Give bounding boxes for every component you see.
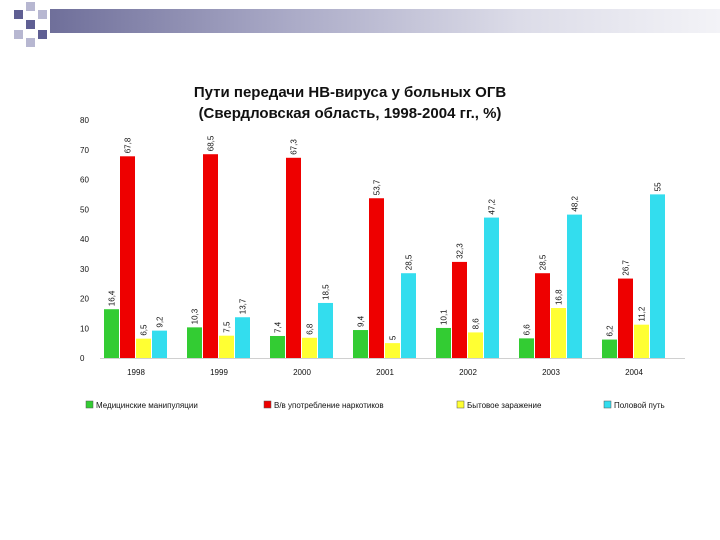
- bar-value-label: 53,7: [373, 179, 382, 195]
- y-tick-label: 60: [80, 176, 89, 185]
- chart-subtitle: (Свердловская область, 1998-2004 гг., %): [198, 105, 502, 122]
- decor-square: [26, 20, 35, 29]
- bar-value-label: 9,2: [156, 316, 165, 328]
- legend-swatch: [263, 400, 272, 409]
- bar-value-label: 13,7: [239, 298, 248, 314]
- decor-square: [38, 30, 47, 39]
- bar: [401, 273, 416, 358]
- bar-value-label: 6,8: [306, 323, 315, 335]
- x-tick-label: 2003: [542, 368, 560, 377]
- chart-title: Пути передачи НВ-вируса у больных ОГВ: [193, 84, 507, 101]
- chart-title-block: Пути передачи НВ-вируса у больных ОГВ (С…: [140, 82, 560, 124]
- x-tick-label: 2004: [625, 368, 643, 377]
- bar: [535, 273, 550, 358]
- bar: [353, 330, 368, 358]
- bar: [452, 261, 467, 358]
- bar: [551, 308, 566, 358]
- bar: [152, 330, 167, 358]
- bar-value-label: 16,8: [555, 289, 564, 305]
- decor-square: [26, 38, 35, 47]
- header-gradient-bar: [50, 9, 720, 33]
- legend-swatch: [603, 400, 612, 409]
- bar: [567, 214, 582, 358]
- bar-value-label: 6,6: [523, 324, 532, 336]
- x-tick-label: 1999: [210, 368, 228, 377]
- bar: [385, 343, 400, 358]
- bar-value-label: 16,4: [108, 290, 117, 306]
- bar-value-label: 6,2: [606, 325, 615, 337]
- bar-value-label: 9,4: [357, 315, 366, 327]
- bar-value-label: 47,2: [488, 198, 497, 214]
- bar-value-label: 67,3: [290, 139, 299, 155]
- y-tick-label: 70: [80, 146, 89, 155]
- bar-value-label: 7,5: [223, 321, 232, 333]
- bar-value-label: 28,5: [405, 254, 414, 270]
- x-tick-label: 2001: [376, 368, 394, 377]
- y-tick-label: 40: [80, 235, 89, 244]
- y-tick-label: 80: [80, 116, 89, 125]
- bar-value-label: 5: [389, 335, 398, 340]
- bar: [484, 217, 499, 358]
- bar: [468, 332, 483, 358]
- decor-square: [14, 30, 23, 39]
- bar: [436, 327, 451, 358]
- bar: [286, 157, 301, 358]
- bar: [618, 278, 633, 358]
- decor-square: [26, 2, 35, 11]
- bar-value-label: 32,3: [456, 243, 465, 259]
- bar: [602, 339, 617, 358]
- legend-label: Медицинские манипуляции: [96, 401, 198, 410]
- legend-swatch: [85, 400, 94, 409]
- x-tick-label: 2000: [293, 368, 311, 377]
- y-tick-label: 50: [80, 205, 89, 214]
- bar: [270, 335, 285, 358]
- bar-value-label: 8,6: [472, 318, 481, 330]
- bar: [187, 327, 202, 358]
- bar-value-label: 10,3: [191, 308, 200, 324]
- legend-label: Половой путь: [614, 401, 665, 410]
- bar-value-label: 6,5: [140, 324, 149, 336]
- bar-value-label: 11,2: [638, 306, 647, 322]
- x-tick-label: 2002: [459, 368, 477, 377]
- bar-value-label: 18,5: [322, 284, 331, 300]
- legend-label: Бытовое заражение: [467, 401, 542, 410]
- bar-value-label: 48,2: [571, 195, 580, 211]
- bar: [235, 317, 250, 358]
- bar: [519, 338, 534, 358]
- bar: [120, 156, 135, 358]
- bar: [203, 154, 218, 358]
- y-tick-label: 10: [80, 324, 89, 333]
- bar-value-label: 10,1: [440, 309, 449, 325]
- y-tick-label: 0: [80, 354, 85, 363]
- bar-value-label: 7,4: [274, 321, 283, 333]
- decor-square: [14, 10, 23, 19]
- bar: [302, 337, 317, 358]
- bar: [136, 338, 151, 358]
- bar: [650, 194, 665, 358]
- bar: [219, 335, 234, 358]
- legend-label: В/в употребление наркотиков: [274, 401, 384, 410]
- x-tick-label: 1998: [127, 368, 145, 377]
- bar-value-label: 28,5: [539, 254, 548, 270]
- y-tick-label: 20: [80, 295, 89, 304]
- legend-swatch: [456, 400, 465, 409]
- bar-value-label: 55: [654, 182, 663, 191]
- bar-value-label: 68,5: [207, 135, 216, 151]
- bar-value-label: 67,8: [124, 137, 133, 153]
- y-tick-label: 30: [80, 265, 89, 274]
- bar-value-label: 26,7: [622, 259, 631, 275]
- bar: [369, 198, 384, 358]
- decor-square: [38, 10, 47, 19]
- bar: [634, 324, 649, 358]
- bar: [104, 309, 119, 358]
- bar: [318, 302, 333, 358]
